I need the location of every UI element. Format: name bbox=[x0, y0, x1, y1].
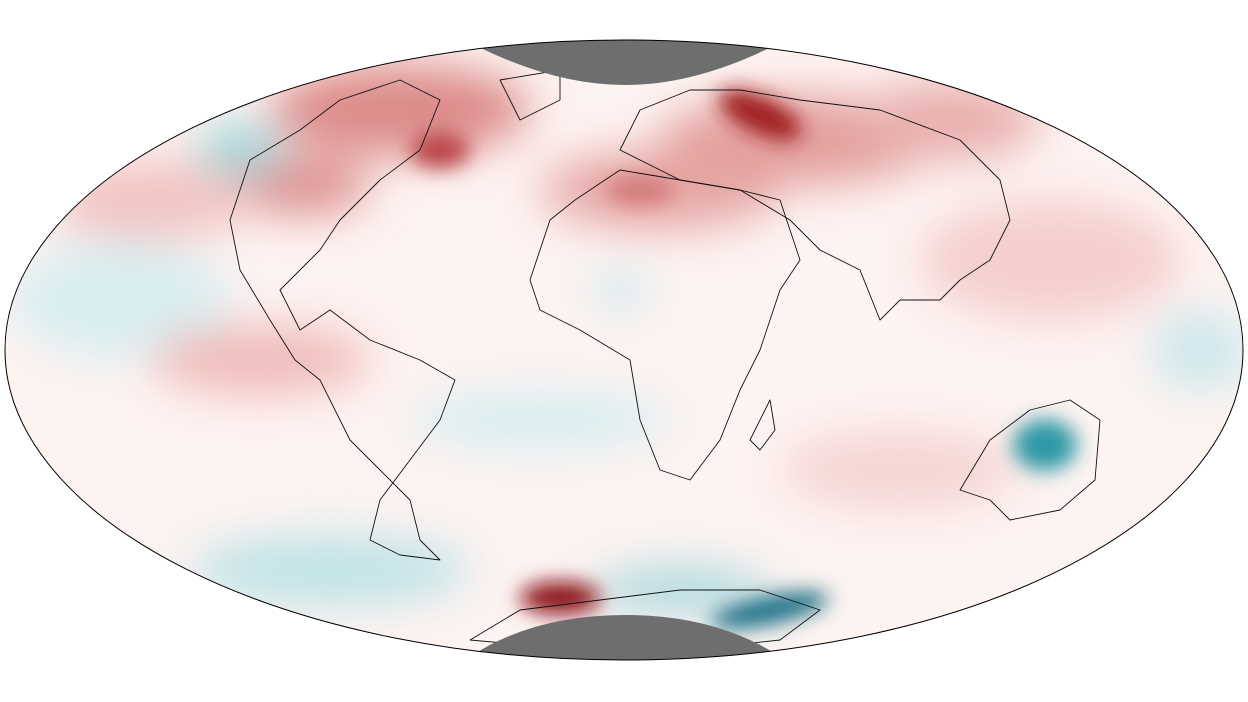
north-polar-mask bbox=[465, 40, 785, 85]
anomaly-cores bbox=[410, 89, 1077, 629]
map-border bbox=[4, 39, 1244, 661]
south-polar-mask bbox=[465, 615, 785, 660]
